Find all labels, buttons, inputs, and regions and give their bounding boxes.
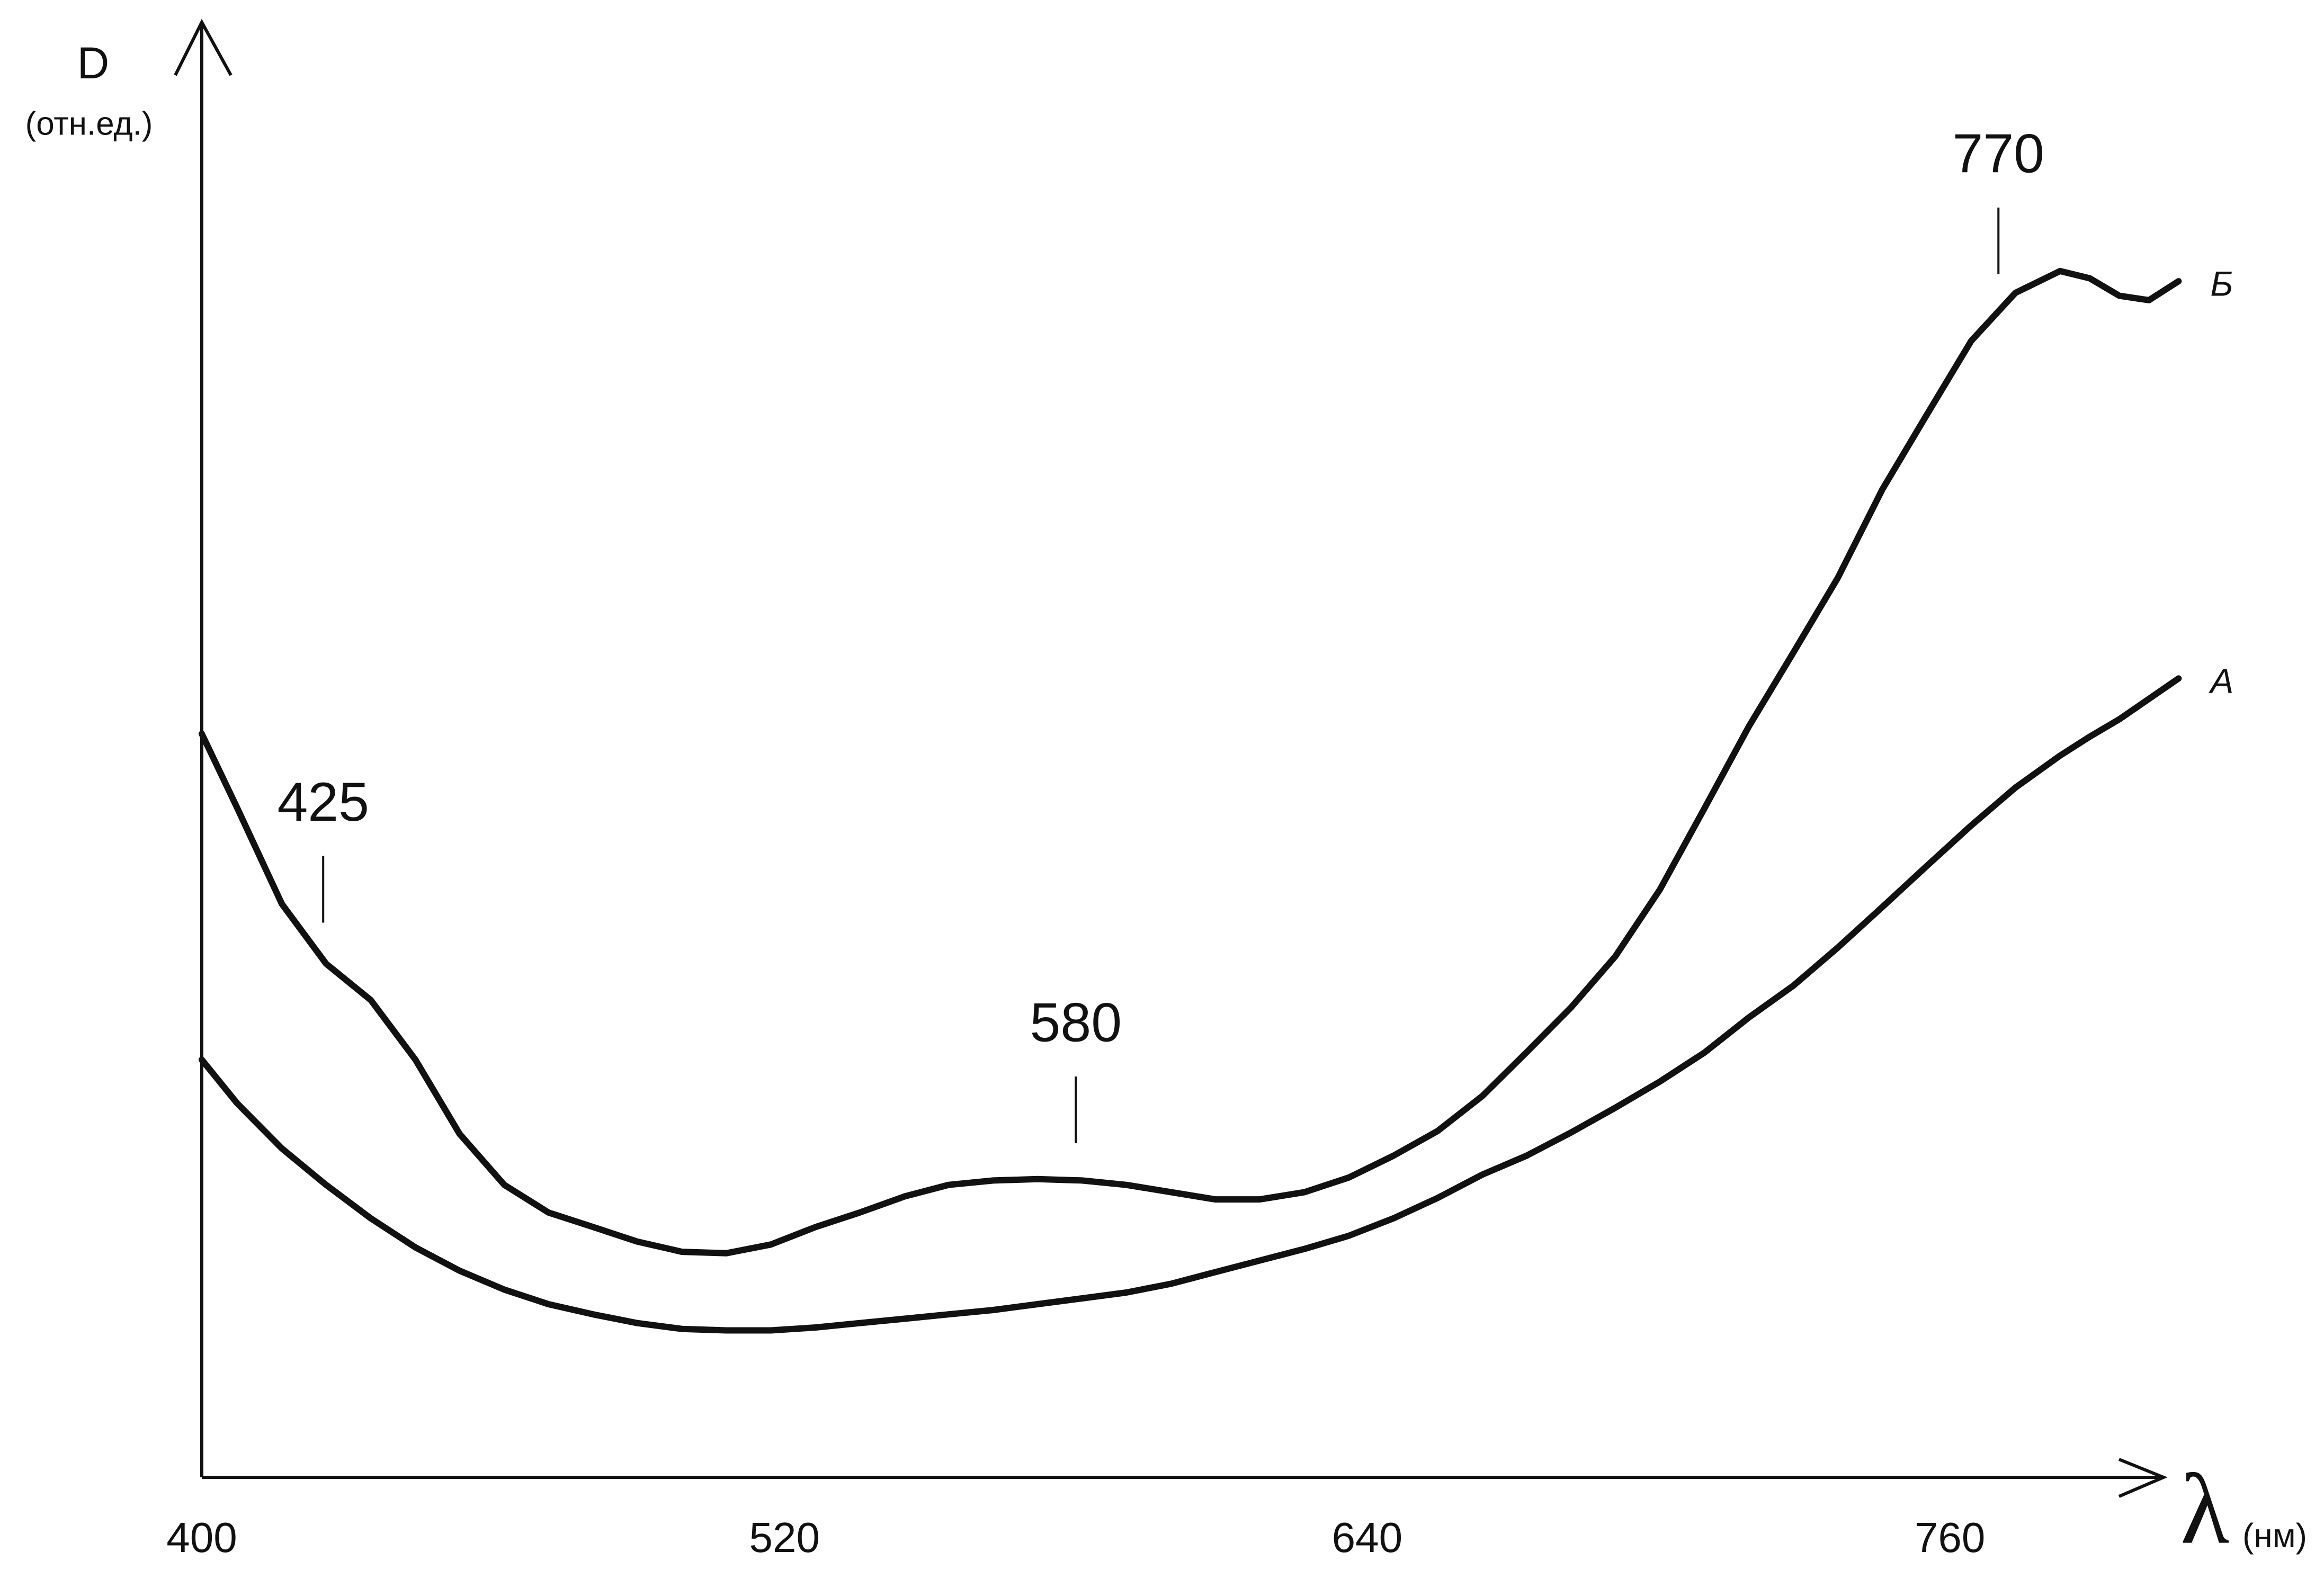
data-line xyxy=(199,675,2182,1334)
y-axis-arrow xyxy=(174,19,233,76)
annotation-label: 425 xyxy=(277,771,369,833)
x-tick-label: 400 xyxy=(166,1514,237,1561)
series-label: Б xyxy=(2210,264,2233,303)
annotation-label: 770 xyxy=(1953,123,2045,184)
annotation-label: 580 xyxy=(1030,992,1122,1053)
y-axis-label: D xyxy=(77,38,110,88)
x-axis-unit: (нм) xyxy=(2242,1517,2307,1555)
series-label: А xyxy=(2208,661,2233,701)
x-tick-label: 640 xyxy=(1332,1514,1402,1561)
x-tick-label: 520 xyxy=(749,1514,819,1561)
x-axis-arrow xyxy=(2118,1458,2168,1498)
x-tick-label: 760 xyxy=(1915,1514,1985,1561)
x-axis-label: λ xyxy=(2180,1454,2229,1565)
y-axis-unit: (отн.ед.) xyxy=(25,105,153,142)
data-line xyxy=(199,267,2182,1257)
